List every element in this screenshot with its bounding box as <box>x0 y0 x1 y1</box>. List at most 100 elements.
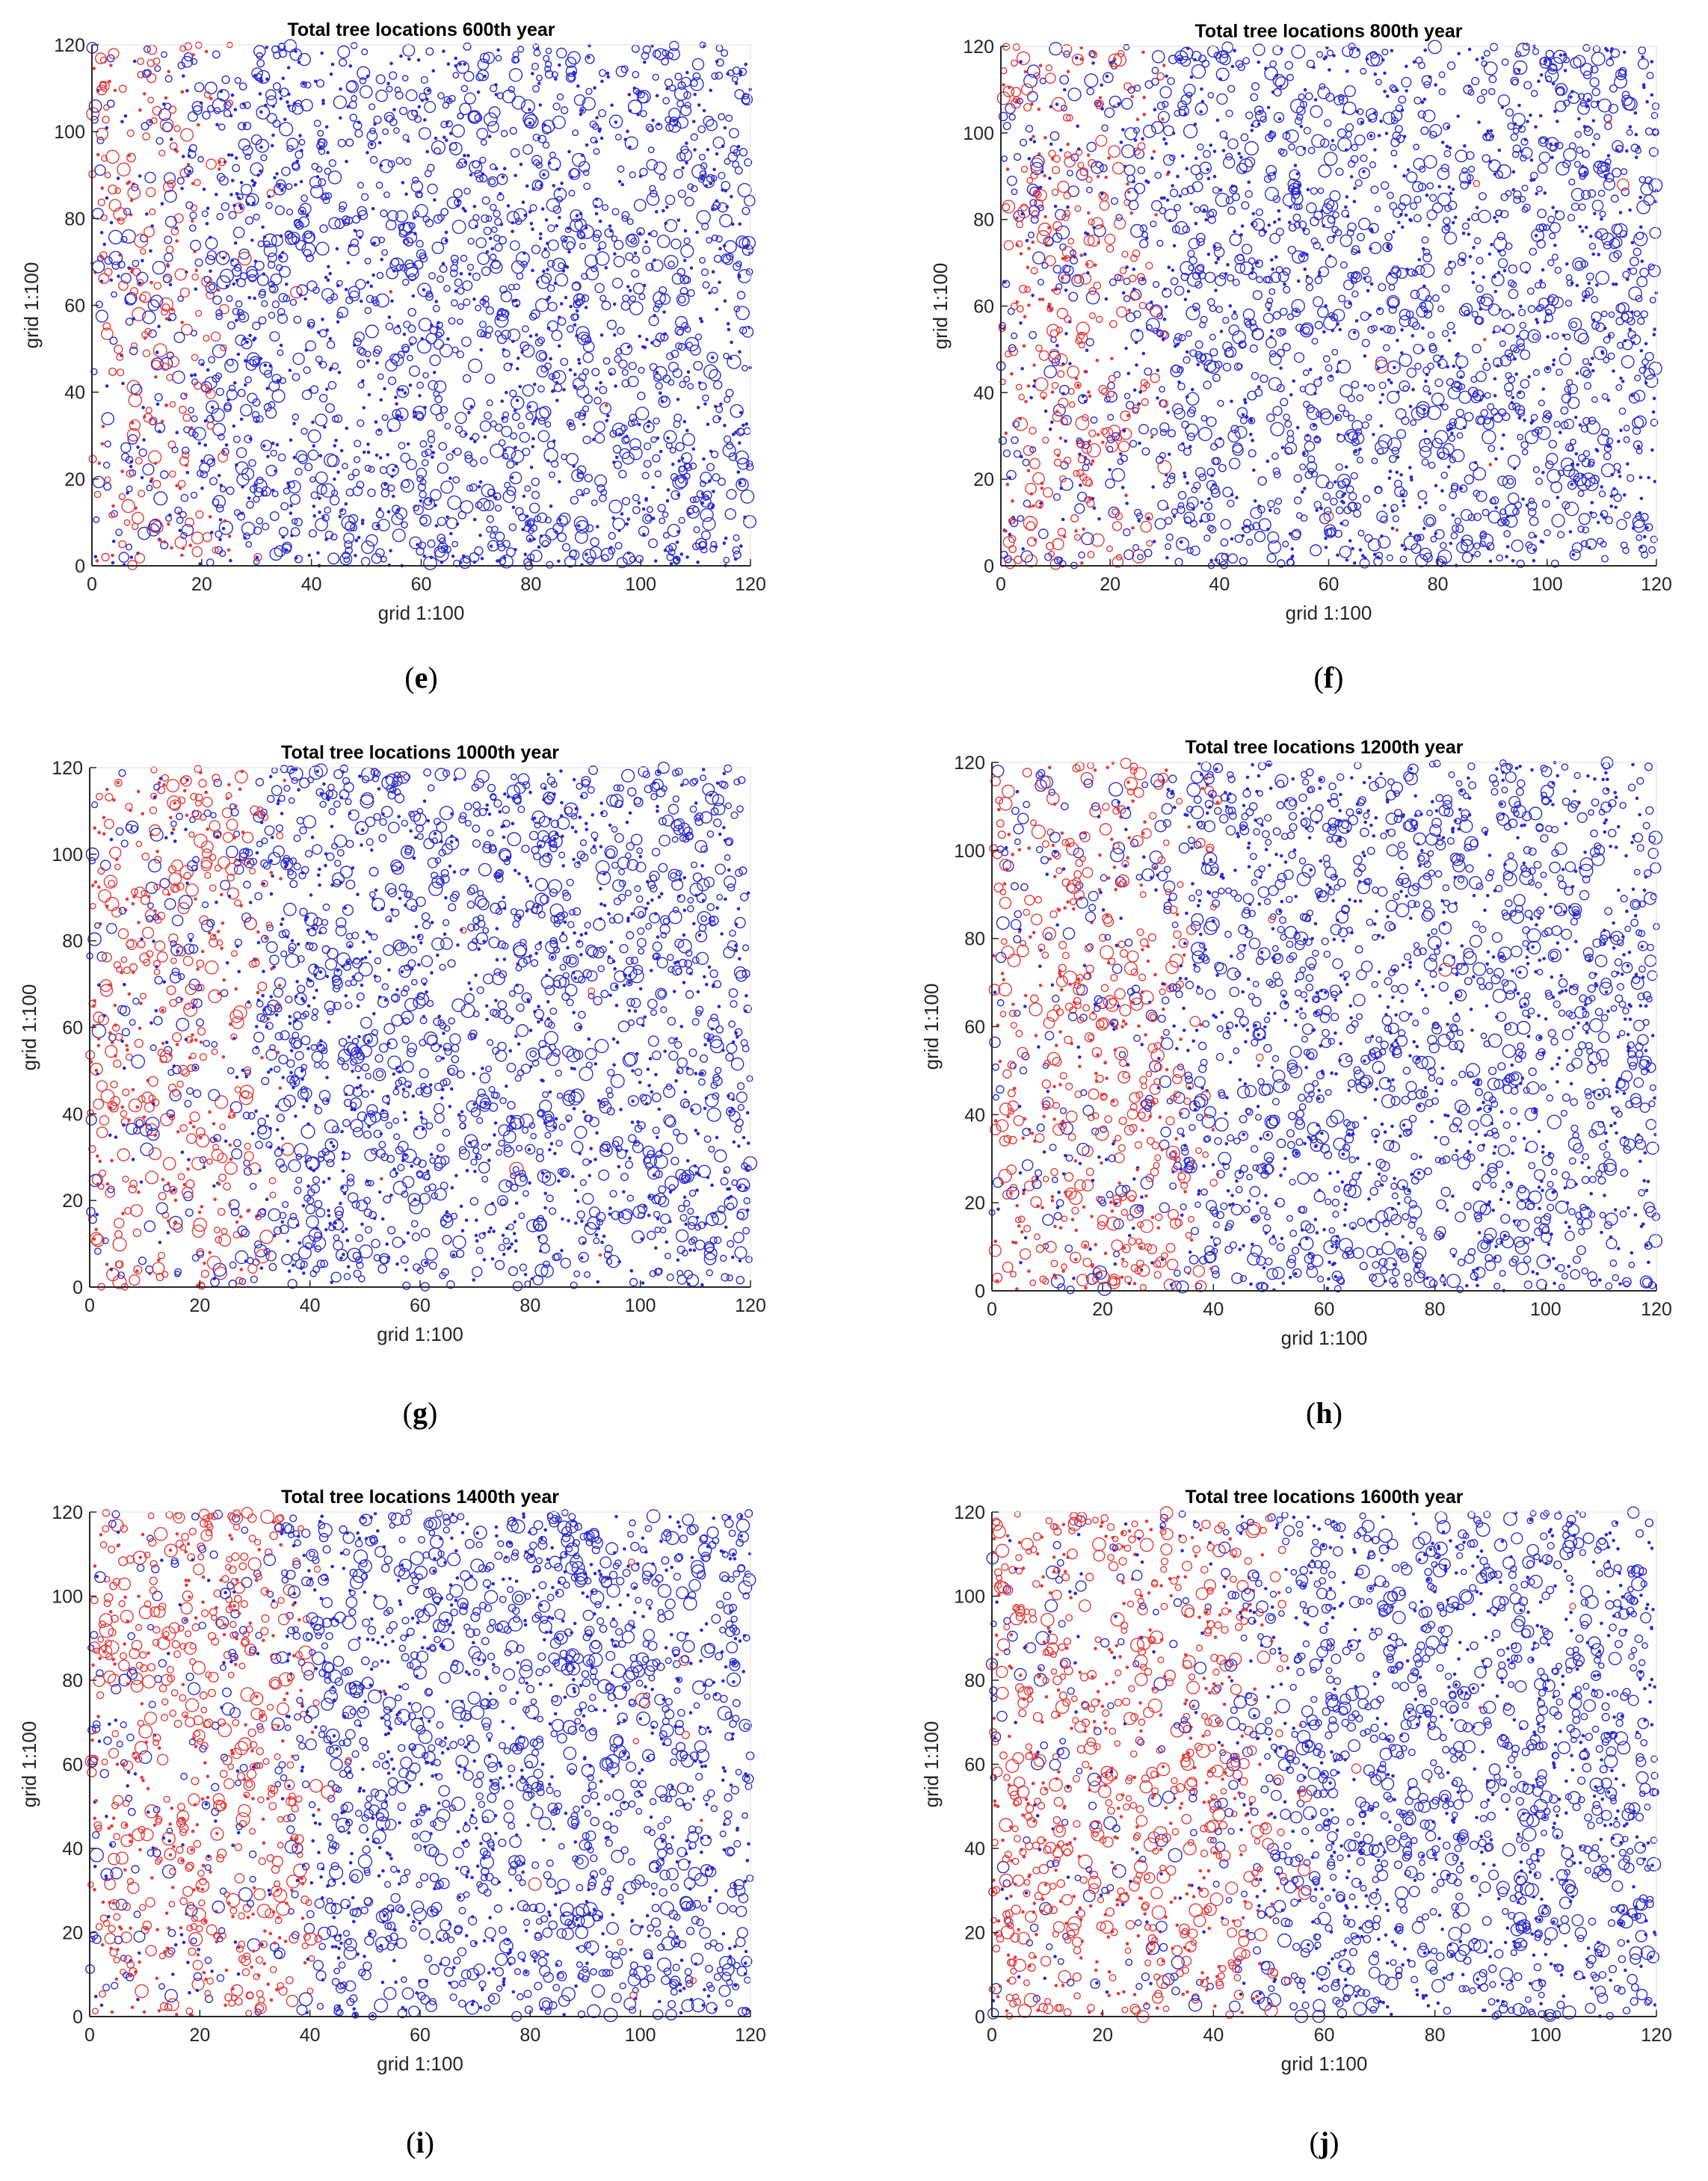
tree-point-blue <box>645 337 649 342</box>
tree-point-blue <box>608 546 613 549</box>
tree-point-blue <box>1425 193 1429 197</box>
tree-point-blue <box>1518 126 1523 129</box>
tree-point-red <box>158 538 162 543</box>
tree-point-red <box>1038 64 1043 67</box>
tree-point-red <box>223 519 227 523</box>
tree-point-blue <box>558 480 561 484</box>
tree-point-blue <box>679 552 684 556</box>
tree-point-blue <box>638 174 643 179</box>
tree-point-red <box>1088 439 1091 443</box>
tree-point-blue <box>1445 144 1449 149</box>
tree-point-blue <box>1242 170 1247 174</box>
tree-point-blue <box>1348 301 1352 306</box>
tree-point-blue <box>1218 188 1223 192</box>
tree-point-blue <box>190 491 198 499</box>
tree-point-blue <box>328 336 333 341</box>
tree-point-blue <box>285 232 297 245</box>
tree-point-blue <box>660 400 665 404</box>
tree-point-blue <box>644 240 648 244</box>
tree-point-blue <box>546 268 549 271</box>
tree-point-blue <box>1322 330 1326 334</box>
tree-point-blue <box>700 176 703 181</box>
tree-point-blue <box>515 398 520 403</box>
tree-point-blue <box>1625 277 1630 282</box>
tree-point-blue <box>233 108 238 111</box>
tree-point-blue <box>1578 224 1582 229</box>
tree-point-red <box>130 421 135 425</box>
tree-point-blue <box>229 193 233 197</box>
tree-point-blue <box>649 185 656 192</box>
tree-point-blue <box>275 172 279 176</box>
tree-point-blue <box>1086 232 1090 236</box>
tree-point-blue <box>401 181 405 185</box>
tree-point-blue <box>451 554 455 558</box>
tree-point-blue <box>628 145 632 149</box>
tree-point-blue <box>277 313 289 324</box>
tree-point-blue <box>286 100 289 104</box>
tree-point-blue <box>1523 419 1526 422</box>
tree-point-blue <box>1292 379 1295 383</box>
tree-point-blue <box>727 327 731 332</box>
tree-point-blue <box>391 494 395 499</box>
tree-point-blue <box>593 86 596 90</box>
tree-point-blue <box>1224 272 1228 276</box>
tree-point-red <box>218 160 222 164</box>
tree-point-blue <box>1369 247 1372 250</box>
tree-point-blue <box>636 227 645 236</box>
tree-point-blue <box>703 402 707 406</box>
tree-point-blue <box>1399 473 1403 477</box>
tree-point-blue <box>1270 258 1274 262</box>
tree-point-blue <box>1230 64 1235 69</box>
tree-point-blue <box>1363 354 1367 358</box>
tree-point-blue <box>218 537 222 542</box>
tree-point-blue <box>263 103 268 108</box>
tree-point-blue <box>224 443 229 447</box>
tree-point-blue <box>1471 271 1475 275</box>
tree-point-blue <box>417 105 422 109</box>
tree-point-blue <box>1434 484 1438 488</box>
tree-point-blue <box>700 501 705 505</box>
tree-point-blue <box>1451 513 1455 517</box>
tree-point-blue <box>626 517 631 521</box>
tree-point-blue <box>1306 434 1310 437</box>
tree-point-blue <box>528 334 533 339</box>
tree-point-blue <box>643 61 647 64</box>
tree-point-blue <box>1543 191 1547 195</box>
tree-point-blue <box>732 160 740 168</box>
tree-point-blue <box>662 209 665 213</box>
tree-point-blue <box>1606 153 1611 158</box>
tree-point-blue <box>1482 275 1486 280</box>
tree-point-blue <box>250 238 254 242</box>
x-tick-label: 100 <box>625 574 656 595</box>
tree-point-blue <box>1059 486 1064 490</box>
tree-point-blue <box>268 364 273 368</box>
tree-point-blue <box>1185 350 1189 354</box>
tree-point-blue <box>1290 555 1295 558</box>
tree-point-blue <box>1283 282 1286 286</box>
tree-point-blue <box>569 304 573 309</box>
tree-point-blue <box>528 210 532 214</box>
tree-point-blue <box>1644 342 1648 346</box>
tree-point-red <box>1483 338 1487 342</box>
tree-point-blue <box>1377 306 1381 311</box>
tree-point-blue <box>1290 547 1294 551</box>
tree-point-blue <box>710 356 715 360</box>
tree-point-blue <box>333 477 336 481</box>
tree-point-blue <box>1564 347 1568 351</box>
tree-point-red <box>220 344 227 351</box>
tree-point-blue <box>463 160 467 164</box>
tree-point-blue <box>221 526 226 531</box>
tree-point-blue <box>708 291 712 295</box>
tree-point-blue <box>558 518 562 522</box>
tree-point-blue <box>362 450 366 454</box>
tree-point-blue <box>552 439 556 443</box>
tree-point-blue <box>1337 433 1340 436</box>
tree-point-blue <box>164 235 173 244</box>
tree-point-blue <box>1049 142 1053 146</box>
tree-point-blue <box>372 241 377 245</box>
tree-point-blue <box>241 485 244 489</box>
tree-point-blue <box>129 464 133 469</box>
tree-point-red <box>100 442 105 446</box>
tree-point-blue <box>1532 558 1536 563</box>
tree-point-blue <box>608 372 613 376</box>
